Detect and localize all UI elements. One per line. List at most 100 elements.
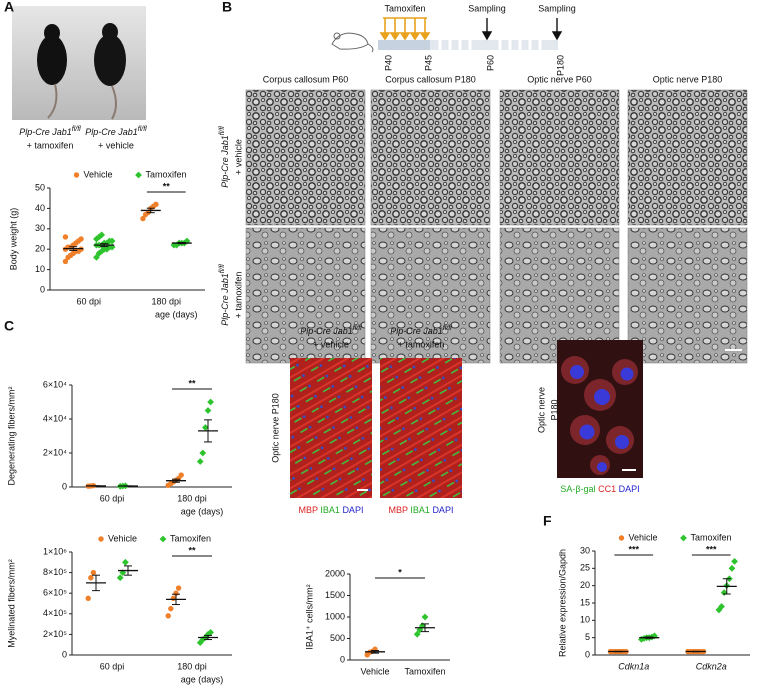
y-tick-label: 8×10⁵ [43,567,67,577]
treatment: + tamoxifen [27,140,74,150]
treatment: + vehicle [98,140,134,150]
data-point [93,235,100,243]
superscript: fl/fl [353,325,362,332]
data-point [108,237,116,245]
rotated-label: P180 [555,55,565,76]
x-axis-label: age (days) [181,506,224,516]
y-tick-label: 15 [580,597,590,607]
data-point [196,639,204,647]
day-label: P40 [383,55,393,71]
micrograph [370,227,491,364]
column-title: Corpus callosum P60 [263,74,349,84]
rotated-label: Body weight (g) [8,208,18,271]
genotype: Plp-Cre Jab1fl/fl [390,325,452,336]
stain-legend: MBP IBA1 DAPI [389,505,454,515]
micrograph [370,89,491,226]
treatment: + vehicle [313,339,349,349]
rotated-label: Optic nerve P180 [270,393,280,463]
genotype: Plp-Cre Jab1fl/fl [219,264,230,326]
y-tick-label: 0 [62,481,67,491]
y-tick-label: 25 [580,563,590,573]
x-tick-label: Cdkn2a [696,661,727,671]
data-point [98,231,106,239]
y-tick-label: 4×10⁵ [43,608,67,618]
legend-label: Vehicle [84,169,113,179]
y-tick-label: 4×10⁴ [43,413,67,423]
day-label: P60 [485,55,495,71]
y-tick-label: 50 [35,182,45,192]
x-tick-label: 180 dpi [177,661,207,671]
data-point [183,237,191,245]
day-label: P180 [555,55,565,76]
superscript: fl/fl [138,126,147,133]
y-tick-label: 2×10⁵ [43,629,67,639]
rotated-label: Relative expression/Gapdh [557,549,567,657]
stain-legend: MBP IBA1 DAPI [299,505,364,515]
data-point [116,574,124,582]
legend-label: Tamoxifen [691,532,732,542]
y-axis-label: Degenerating fibers/mm² [6,386,16,485]
data-point [140,215,146,222]
nucleus [570,365,584,379]
data-point [62,258,69,265]
label: Sampling [468,3,506,13]
legend-label: Vehicle [629,532,658,542]
column-title: Optic nerve P60 [527,74,592,84]
data-point [718,603,725,610]
nucleus [579,424,595,440]
y-tick-label: 0 [40,284,45,294]
data-point [108,243,116,251]
genotype: Plp-Cre Jab1fl/fl [19,126,81,137]
nucleus [620,367,634,381]
x-tick-label: Vehicle [360,666,389,676]
y-axis-label: Myelinated fibers/mm² [6,559,16,648]
y-tick-label: 6×10⁵ [43,588,67,598]
micrograph [627,227,748,364]
gene: Plp-Cre Jab1 [85,127,138,137]
column-title: Corpus callosum P180 [385,74,476,84]
row-label: Optic nerve P180 [270,393,280,463]
data-point [178,472,184,478]
micrograph [245,89,366,226]
panel-label: F [543,513,552,529]
stain: DAPI [619,484,640,494]
y-tick-label: 1×10⁶ [43,546,67,556]
y-tick-label: 5 [585,632,590,642]
y-tick-label: 0 [62,649,67,659]
y-tick-label: 30 [580,545,590,555]
panel-label: B [222,0,232,15]
micrograph [245,227,366,364]
stain: IBA1 [410,505,430,515]
micrograph [627,89,748,226]
data-point [85,595,91,602]
rotated-label: P40 [383,55,393,71]
superscript: fl/fl [443,325,452,332]
stain-legend: SA-β-gal CC1 DAPI [560,484,639,494]
gene: Plp-Cre Jab1 [300,326,353,336]
x-tick-label: 60 dpi [100,493,125,503]
data-point [207,398,214,406]
y-tick-label: 2000 [325,568,345,578]
nucleus [597,462,607,472]
y-axis-label: Relative expression/Gapdh [557,549,567,657]
data-point [170,595,177,602]
y-axis-label: IBA1⁺ cells/mm² [304,584,314,649]
legend-swatch [159,535,167,543]
gene: Plp-Cre Jab1 [220,273,230,326]
gene: Plp-Cre Jab1 [220,135,230,188]
micrograph [499,89,620,226]
rotated-label: Myelinated fibers/mm² [6,559,16,648]
rotated-label: Degenerating fibers/mm² [6,386,16,485]
data-point [90,569,97,576]
rotated-label: Plp-Cre Jab1fl/fl+ vehicle [219,126,243,188]
legend-label: Tamoxifen [170,533,211,543]
stain: SA-β-gal [560,484,595,494]
mouse-photo [12,6,146,120]
y-tick-label: 0 [585,649,590,659]
legend-swatch [135,171,142,179]
x-tick-label: 60 dpi [100,661,125,671]
nucleus [594,389,610,405]
data-point [103,245,111,253]
y-tick-label: 2×10⁴ [43,447,67,457]
